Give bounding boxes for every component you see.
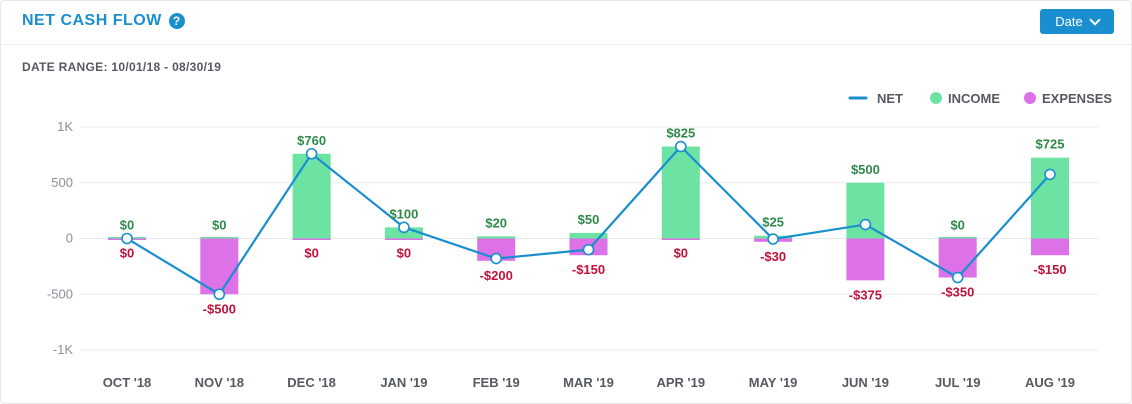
date-range: DATE RANGE: 10/01/18 - 08/30/19 [22, 60, 221, 74]
x-tick-label: DEC '18 [287, 375, 336, 390]
net-point [213, 288, 226, 301]
legend-net-label: NET [877, 91, 903, 106]
income-data-label: $760 [297, 133, 326, 148]
income-data-label: $0 [950, 218, 964, 233]
income-bar [569, 232, 608, 239]
date-button-label: Date [1055, 14, 1083, 29]
x-tick-label: FEB '19 [473, 375, 520, 390]
expense-data-label: -$150 [1033, 262, 1066, 277]
x-tick-label: NOV '18 [195, 375, 244, 390]
income-data-label: $50 [578, 212, 600, 227]
x-tick-label: APR '19 [656, 375, 705, 390]
income-data-label: $0 [212, 218, 226, 233]
card-title: NET CASH FLOW [22, 12, 162, 29]
expense-data-label: -$150 [572, 262, 605, 277]
net-point [1044, 168, 1056, 181]
legend-income-swatch [930, 92, 942, 104]
income-data-label: $100 [389, 206, 418, 221]
x-tick-label: JUL '19 [935, 375, 981, 390]
help-icon[interactable]: ? [168, 13, 185, 29]
y-tick-label: -1K [53, 342, 74, 357]
expense-bar [384, 238, 423, 240]
net-point [859, 218, 872, 231]
legend-expenses-swatch [1024, 92, 1036, 104]
expense-data-label: $0 [397, 246, 411, 261]
x-tick-label: OCT '18 [103, 375, 152, 390]
card-header: NET CASH FLOW ? Date [1, 1, 1131, 45]
expense-bar [661, 238, 700, 240]
income-data-label: $0 [120, 218, 134, 233]
net-point [305, 147, 318, 160]
expense-bar [938, 238, 977, 278]
expense-data-label: -$30 [760, 249, 786, 264]
y-tick-label: 1K [57, 119, 73, 134]
date-range-label: DATE RANGE: [22, 60, 108, 74]
legend-income-label: INCOME [948, 91, 1000, 106]
x-tick-label: JUN '19 [842, 375, 889, 390]
income-data-label: $500 [851, 162, 880, 177]
y-tick-label: -500 [47, 286, 73, 301]
legend-expenses-label: EXPENSES [1042, 91, 1112, 106]
expense-data-label: -$375 [849, 287, 882, 302]
expense-bar [200, 238, 239, 295]
expense-data-label: $0 [674, 246, 688, 261]
net-point [767, 233, 779, 245]
expense-data-label: -$200 [480, 268, 513, 283]
date-range-value: 10/01/18 - 08/30/19 [111, 60, 222, 74]
income-data-label: $25 [762, 215, 784, 230]
net-point [490, 252, 503, 265]
income-bar [292, 153, 331, 239]
expense-data-label: -$500 [203, 301, 236, 316]
x-tick-label: MAR '19 [563, 375, 614, 390]
expense-data-label: -$350 [941, 285, 974, 300]
income-data-label: $725 [1036, 137, 1065, 152]
card-title-wrap: NET CASH FLOW ? [22, 12, 185, 30]
expense-data-label: $0 [120, 246, 134, 261]
income-bar [938, 237, 977, 239]
x-tick-label: AUG '19 [1025, 375, 1075, 390]
expense-data-label: $0 [304, 246, 318, 261]
y-tick-label: 500 [51, 175, 73, 190]
y-tick-label: 0 [66, 231, 73, 246]
net-point [674, 140, 687, 153]
income-data-label: $825 [666, 126, 695, 141]
expense-bar [1031, 238, 1069, 256]
net-point [121, 232, 133, 245]
expense-bar [846, 238, 885, 281]
income-data-label: $20 [485, 215, 507, 230]
net-point [582, 243, 595, 256]
x-tick-label: MAY '19 [749, 375, 798, 390]
expense-bar [292, 238, 331, 240]
income-bar [477, 236, 516, 239]
net-point [398, 221, 410, 234]
net-point [951, 271, 964, 284]
income-bar [200, 237, 239, 239]
x-tick-label: JAN '19 [380, 375, 427, 390]
date-dropdown-button[interactable]: Date [1040, 9, 1114, 34]
